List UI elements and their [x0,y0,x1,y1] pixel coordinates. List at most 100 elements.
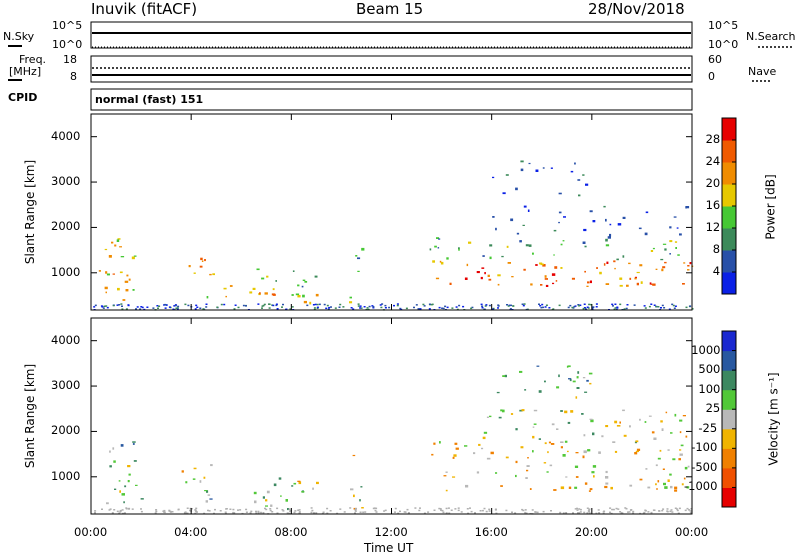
ground-scatter-cell [522,304,525,307]
y-tick-label: 4000 [51,332,81,347]
ground-scatter-cell [438,507,441,510]
scatter-cell [529,488,532,490]
scatter-cell [687,265,690,267]
scatter-cell [605,283,610,285]
scatter-cell [544,380,546,383]
scatter-cell [681,483,684,486]
ground-scatter-cell [291,306,294,308]
x-axis-label: Time UT [364,541,414,555]
ground-scatter-cell [673,307,676,309]
ground-scatter-cell [485,304,488,306]
ground-scatter-cell [620,512,623,514]
ground-scatter-cell [445,507,448,510]
scatter-cell [655,464,658,467]
scatter-cell [679,419,683,422]
nsearch-tick-bottom: 10^0 [708,38,739,51]
scatter-cell [582,174,585,176]
ground-scatter-cell [366,307,369,309]
scatter-cell [543,462,547,464]
scatter-cell [551,423,555,426]
scatter-cell [568,486,572,489]
scatter-cell [547,451,549,454]
ground-scatter-cell [281,306,283,308]
scatter-cell [454,442,458,445]
ground-scatter-cell [360,307,363,309]
ground-scatter-cell [372,306,375,308]
scatter-cell [302,294,305,298]
scatter-cell [605,238,608,242]
scatter-cell [629,425,631,428]
ground-scatter-cell [325,307,328,310]
ground-scatter-cell [140,306,143,308]
scatter-cell [127,465,131,468]
scatter-cell [553,254,555,256]
scatter-cell [644,421,647,423]
ground-scatter-cell [691,308,694,310]
ground-scatter-cell [454,508,457,510]
ground-scatter-cell [194,512,197,515]
scatter-cell [619,277,623,280]
ground-scatter-cell [93,306,96,308]
ground-scatter-cell [338,306,341,308]
ground-scatter-cell [662,508,665,510]
scatter-cell [481,447,484,450]
ground-scatter-cell [483,308,486,311]
freq-unit-label: [MHz] [9,65,42,78]
ground-scatter-cell [611,303,614,306]
ground-scatter-cell [268,307,271,309]
ground-scatter-cell [619,303,622,306]
ground-scatter-cell [261,307,263,309]
power-ylabel: Slant Range [km] [23,159,38,265]
scatter-cell [209,498,213,500]
scatter-cell [605,244,610,247]
ground-scatter-cell [264,507,266,510]
ground-scatter-cell [257,512,260,514]
scatter-cell [118,480,121,482]
scatter-cell [181,470,184,473]
ground-scatter-cell [94,511,96,514]
scatter-cell [464,277,468,280]
scatter-cell [605,482,609,485]
scatter-cell [349,301,353,304]
ground-scatter-cell [442,307,445,310]
scatter-cell [484,272,486,275]
ground-scatter-cell [223,303,226,306]
ground-scatter-cell [393,304,395,307]
ground-scatter-cell [127,304,130,307]
ground-scatter-cell [205,303,208,305]
ground-scatter-cell [323,303,326,306]
ground-scatter-cell [614,303,617,305]
scatter-cell [614,450,618,453]
ground-scatter-cell [632,510,635,513]
ground-scatter-cell [399,307,402,310]
scatter-cell [297,284,300,287]
scatter-cell [572,380,576,383]
ground-scatter-cell [541,303,544,306]
scatter-cell [558,211,562,214]
scatter-cell [664,486,668,489]
scatter-cell [585,183,589,186]
scatter-cell [635,440,639,443]
scatter-cell [574,465,579,468]
ground-scatter-cell [578,512,581,514]
colorbar-segment [722,228,736,251]
ground-scatter-cell [577,512,579,514]
scatter-cell [549,464,553,467]
scatter-cell [612,441,616,443]
scatter-cell [439,441,441,444]
ground-scatter-cell [474,512,476,514]
scatter-cell [520,446,524,449]
scatter-cell [298,481,302,485]
scatter-cell [201,260,204,262]
ground-scatter-cell [406,508,409,511]
scatter-cell [544,275,547,278]
scatter-cell [532,450,534,453]
ground-scatter-cell [586,507,589,509]
scatter-cell [570,410,574,413]
scatter-cell [574,162,576,165]
ground-scatter-cell [334,307,337,309]
ground-scatter-cell [239,509,242,511]
ground-scatter-cell [587,510,590,512]
scatter-cell [583,228,587,232]
ground-scatter-cell [165,304,168,306]
